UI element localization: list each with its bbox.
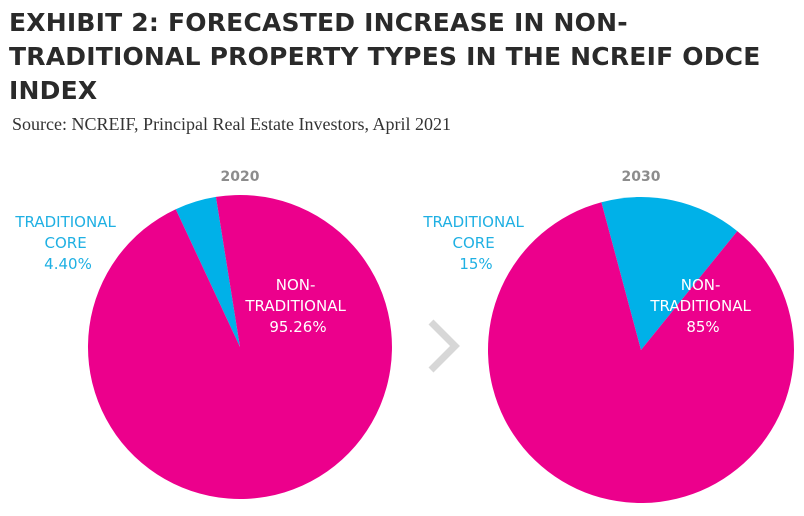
pie-2030-label-non-traditional: NON- TRADITIONAL 85% — [649, 276, 755, 336]
source-note: Source: NCREIF, Principal Real Estate In… — [12, 114, 451, 134]
pie-chart-2020: 2020 TRADITIONAL CORE 4.40% NON- TRADITI… — [14, 169, 392, 500]
pie-chart-2030: 2030 TRADITIONAL CORE 15% NON- TRADITION… — [422, 169, 794, 503]
pie-2030-slice-traditional — [601, 196, 738, 350]
pie-2020-label-traditional: TRADITIONAL CORE 4.40% — [14, 213, 120, 273]
pie-2020-year-label: 2020 — [221, 169, 260, 185]
chevron-right-icon — [428, 319, 460, 373]
pie-2020-slice-non-traditional — [87, 195, 392, 500]
pie-2020-slice-traditional — [175, 196, 240, 347]
pie-2020-label-non-traditional: NON- TRADITIONAL 95.26% — [244, 276, 350, 336]
pie-2030-label-traditional: TRADITIONAL CORE 15% — [422, 213, 528, 273]
pie-2030-slice-non-traditional — [487, 202, 794, 503]
chart-title: EXHIBIT 2: FORECASTED INCREASE IN NON-TR… — [9, 8, 761, 105]
pie-2030-year-label: 2030 — [622, 169, 661, 185]
